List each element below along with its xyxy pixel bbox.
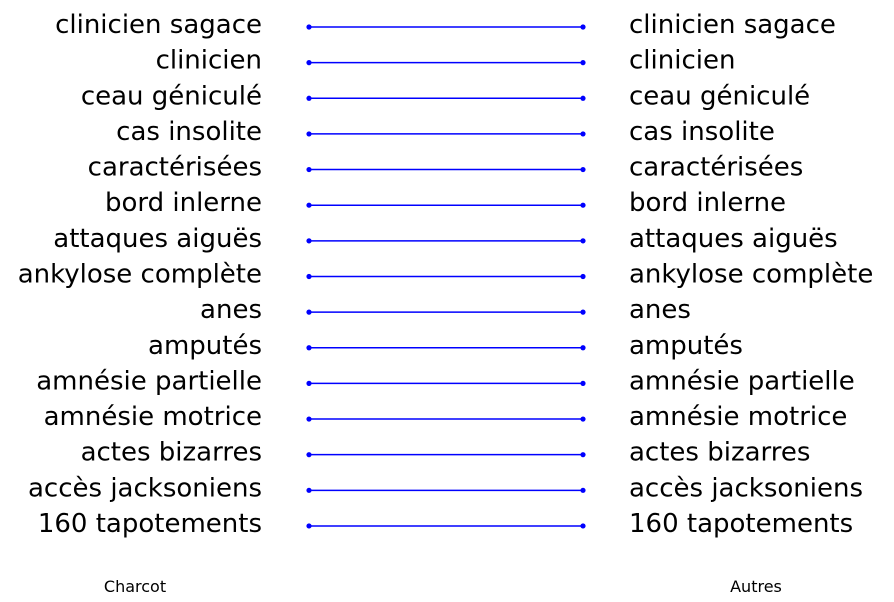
left-term-label: amputés — [148, 331, 262, 361]
right-endpoint-dot — [580, 24, 586, 30]
left-endpoint-dot — [306, 238, 312, 244]
left-term-label: clinicien sagace — [55, 10, 262, 40]
left-term-label: ankylose complète — [18, 259, 262, 289]
right-term-label: clinicien — [629, 46, 735, 76]
right-term-label: clinicien sagace — [629, 10, 836, 40]
left-term-label: anes — [200, 295, 262, 325]
right-term-label: bord inlerne — [629, 188, 786, 218]
right-term-label: anes — [629, 295, 691, 325]
left-axis-label: Charcot — [104, 577, 166, 596]
right-endpoint-dot — [580, 345, 586, 351]
right-term-label: ceau géniculé — [629, 81, 810, 111]
right-endpoint-dot — [580, 380, 586, 386]
right-term-label: attaques aiguës — [629, 224, 838, 254]
left-endpoint-dot — [306, 60, 312, 66]
left-term-label: accès jacksoniens — [28, 473, 262, 503]
right-endpoint-dot — [580, 523, 586, 529]
right-endpoint-dot — [580, 238, 586, 244]
left-endpoint-dot — [306, 380, 312, 386]
right-endpoint-dot — [580, 273, 586, 280]
left-term-labels: clinicien sagace clinicien ceau géniculé ca… — [18, 10, 262, 539]
right-axis-label: Autres — [730, 577, 782, 596]
left-term-label: caractérisées — [88, 153, 262, 183]
right-endpoint-dot — [580, 166, 586, 173]
left-term-label: actes bizarres — [81, 438, 262, 468]
right-endpoint-dot — [580, 309, 586, 315]
left-term-label: bord inlerne — [105, 188, 262, 218]
right-term-label: actes bizarres — [629, 438, 810, 468]
left-endpoint-dot — [306, 345, 312, 351]
right-endpoint-dot — [580, 202, 586, 208]
left-endpoint-dot — [306, 131, 312, 137]
left-endpoint-dot — [306, 416, 312, 422]
left-term-label: clinicien — [156, 46, 262, 76]
right-term-labels: clinicien sagace clinicien ceau géniculé ca… — [629, 10, 873, 539]
left-endpoint-dot — [306, 24, 312, 30]
right-endpoint-dot — [580, 95, 586, 101]
right-term-label: amnésie partielle — [629, 366, 855, 396]
left-endpoint-dot — [306, 95, 312, 101]
right-term-label: 160 tapotements — [629, 509, 853, 539]
left-endpoint-dot — [306, 309, 312, 315]
left-term-label: attaques aiguës — [53, 224, 262, 254]
right-term-label: accès jacksoniens — [629, 473, 863, 503]
right-term-label: amputés — [629, 331, 743, 361]
left-term-label: ceau géniculé — [81, 81, 262, 111]
right-endpoint-dot — [580, 60, 586, 66]
left-endpoint-dot — [306, 523, 312, 529]
left-term-label: amnésie motrice — [44, 402, 262, 432]
left-endpoint-dot — [306, 166, 312, 173]
left-term-label: 160 tapotements — [38, 509, 262, 539]
left-endpoint-dot — [306, 273, 312, 280]
right-term-label: ankylose complète — [629, 259, 873, 289]
right-endpoint-dot — [580, 452, 586, 458]
left-endpoint-dot — [306, 452, 312, 458]
left-endpoint-dot — [306, 202, 312, 208]
right-endpoint-dot — [580, 487, 586, 493]
left-endpoint-dot — [306, 487, 312, 493]
left-term-label: amnésie partielle — [36, 366, 262, 396]
right-term-label: cas insolite — [629, 117, 775, 147]
right-term-label: caractérisées — [629, 153, 803, 183]
right-term-label: amnésie motrice — [629, 402, 847, 432]
right-endpoint-dot — [580, 416, 586, 422]
left-term-label: cas insolite — [116, 117, 262, 147]
right-endpoint-dot — [580, 131, 586, 137]
connection-lines — [306, 24, 586, 529]
